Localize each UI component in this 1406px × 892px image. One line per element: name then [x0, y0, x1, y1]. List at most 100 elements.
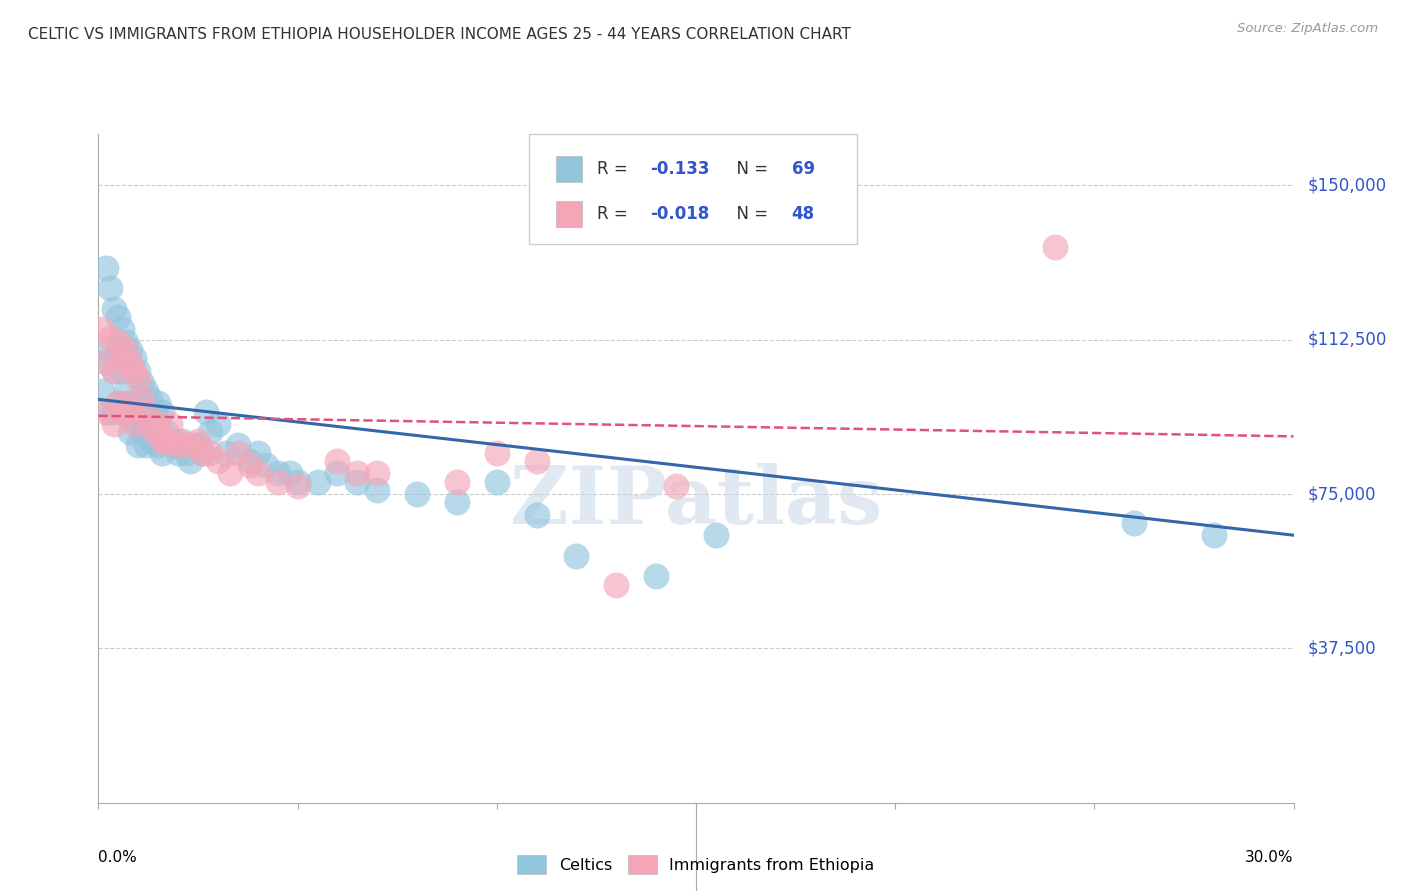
Text: $112,500: $112,500	[1308, 331, 1386, 349]
Point	[704, 528, 727, 542]
Point	[91, 384, 114, 398]
Point	[219, 467, 242, 481]
Point	[115, 396, 138, 410]
Point	[163, 437, 186, 451]
Point	[127, 363, 149, 377]
Point	[239, 454, 262, 468]
Point	[96, 355, 118, 369]
Point	[159, 417, 181, 431]
Point	[103, 405, 125, 419]
Legend: Celtics, Immigrants from Ethiopia: Celtics, Immigrants from Ethiopia	[509, 847, 883, 882]
Point	[187, 437, 209, 451]
Point	[115, 343, 138, 357]
Point	[98, 330, 122, 344]
Point	[267, 475, 290, 489]
Point	[174, 446, 197, 460]
Point	[198, 425, 221, 440]
Point	[446, 495, 468, 509]
Point	[135, 437, 157, 451]
Point	[239, 458, 262, 473]
Text: -0.018: -0.018	[651, 205, 710, 223]
Point	[526, 454, 548, 468]
Point	[139, 417, 162, 431]
Point	[346, 467, 368, 481]
Point	[148, 417, 170, 431]
Point	[124, 351, 146, 366]
Point	[246, 467, 269, 481]
Point	[131, 425, 153, 440]
Point	[207, 417, 229, 431]
Point	[103, 363, 125, 377]
Point	[406, 487, 429, 501]
Text: 0.0%: 0.0%	[98, 849, 138, 864]
Point	[167, 446, 190, 460]
Point	[207, 454, 229, 468]
Point	[645, 569, 668, 583]
Text: $37,500: $37,500	[1308, 640, 1376, 657]
Point	[103, 363, 125, 377]
Point	[96, 355, 118, 369]
Point	[131, 392, 153, 407]
Point	[120, 343, 142, 357]
Point	[326, 454, 349, 468]
Point	[148, 437, 170, 451]
Point	[124, 363, 146, 377]
Point	[111, 405, 134, 419]
Point	[187, 434, 209, 448]
Point	[267, 467, 290, 481]
Point	[226, 446, 249, 460]
Point	[107, 310, 129, 324]
Point	[124, 405, 146, 419]
Text: Source: ZipAtlas.com: Source: ZipAtlas.com	[1237, 22, 1378, 36]
Point	[96, 260, 118, 275]
Point	[605, 577, 627, 591]
Point	[215, 446, 238, 460]
Point	[446, 475, 468, 489]
Point	[135, 384, 157, 398]
Point	[1202, 528, 1225, 542]
Point	[366, 483, 388, 497]
Point	[139, 392, 162, 407]
Point	[107, 334, 129, 349]
Point	[127, 372, 149, 386]
Point	[174, 437, 197, 451]
Point	[163, 437, 186, 451]
Point	[198, 446, 221, 460]
Point	[127, 417, 149, 431]
Text: $150,000: $150,000	[1308, 177, 1386, 194]
Text: 48: 48	[792, 205, 814, 223]
Point	[1043, 240, 1066, 254]
Point	[278, 467, 301, 481]
Point	[194, 405, 218, 419]
FancyBboxPatch shape	[557, 156, 582, 182]
Point	[346, 475, 368, 489]
Point	[91, 322, 114, 336]
Point	[120, 355, 142, 369]
Point	[254, 458, 277, 473]
Point	[307, 475, 329, 489]
Point	[565, 549, 588, 563]
Point	[179, 454, 201, 468]
Point	[226, 437, 249, 451]
Point	[167, 434, 190, 448]
Point	[366, 467, 388, 481]
Point	[191, 446, 214, 460]
Point	[143, 405, 166, 419]
Point	[665, 479, 688, 493]
Point	[159, 434, 181, 448]
Point	[111, 322, 134, 336]
Text: CELTIC VS IMMIGRANTS FROM ETHIOPIA HOUSEHOLDER INCOME AGES 25 - 44 YEARS CORRELA: CELTIC VS IMMIGRANTS FROM ETHIOPIA HOUSE…	[28, 27, 851, 42]
Text: 69: 69	[792, 161, 814, 178]
Point	[120, 425, 142, 440]
Point	[485, 446, 508, 460]
Point	[148, 396, 170, 410]
Point	[526, 508, 548, 522]
Point	[183, 437, 205, 451]
Text: R =: R =	[596, 161, 633, 178]
Point	[155, 434, 177, 448]
Point	[326, 467, 349, 481]
Text: N =: N =	[725, 205, 773, 223]
Point	[246, 446, 269, 460]
Point	[107, 343, 129, 357]
Point	[143, 425, 166, 440]
